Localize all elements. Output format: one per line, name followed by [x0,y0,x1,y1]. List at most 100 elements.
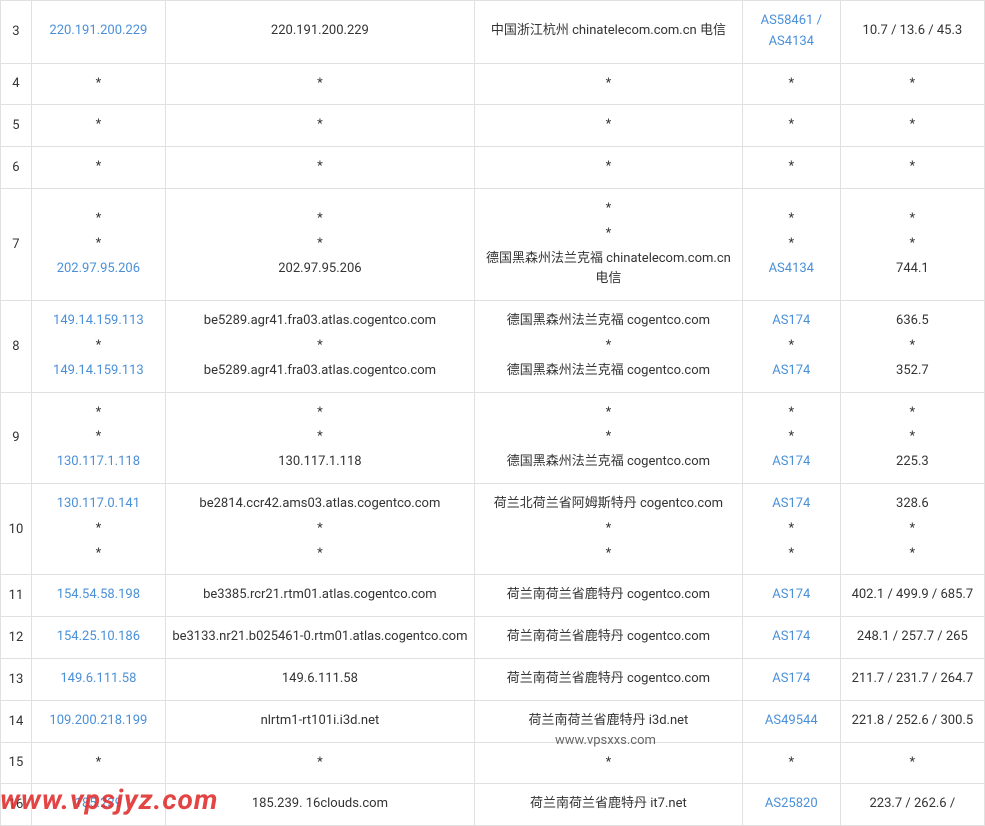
loc-text: 德国黑森州法兰克福 chinatelecom.com.cn 电信 [481,249,736,291]
as-link[interactable]: AS25820 [749,794,834,815]
cell-rtt: 10.7 / 13.6 / 45.3 [840,1,984,64]
rtt-text: 402.1 / 499.9 / 685.7 [847,585,978,606]
cell-ip: 109.200.218.199 [31,700,165,742]
rtt-text: 352.7 [847,361,978,382]
loc-text: * [481,753,736,774]
as-link[interactable]: AS174 [749,311,834,332]
loc-text: * [481,519,736,540]
as-link[interactable]: AS49544 [749,711,834,732]
cell-as: * [742,63,840,105]
rtt-text: * [847,753,978,774]
rtt-text: 636.5 [847,311,978,332]
ip-text: * [38,157,159,178]
host-text: * [172,544,468,565]
cell-rtt: * [840,742,984,784]
hop-number: 8 [1,301,32,392]
host-text: * [172,336,468,357]
ip-link[interactable]: 154.25.10.186 [38,627,159,648]
cell-host: be5289.agr41.fra03.atlas.cogentco.com*be… [165,301,474,392]
ip-link[interactable]: 185.239 [38,794,159,815]
cell-ip: * [31,105,165,147]
hop-number: 6 [1,147,32,189]
cell-loc: 荷兰南荷兰省鹿特丹 it7.net [474,784,742,826]
host-text: * [172,403,468,424]
host-text: 185.239. 16clouds.com [172,794,468,815]
ip-text: * [38,234,159,255]
rtt-text: * [847,427,978,448]
loc-text: * [481,336,736,357]
cell-as: * [742,742,840,784]
cell-rtt: **744.1 [840,188,984,300]
table-row: 13149.6.111.58149.6.111.58荷兰南荷兰省鹿特丹 coge… [1,658,985,700]
as-link[interactable]: AS174 [749,452,834,473]
table-row: 6***** [1,147,985,189]
cell-host: 149.6.111.58 [165,658,474,700]
ip-link[interactable]: 220.191.200.229 [38,21,159,42]
rtt-text: 225.3 [847,452,978,473]
table-row: 9**130.117.1.118**130.117.1.118**德国黑森州法兰… [1,392,985,483]
cell-host: * [165,63,474,105]
hop-number: 16 [1,784,32,826]
table-row: 8 149.14.159.113 * 149.14.159.113 be5289.agr… [1,301,985,392]
cell-as: AS174 [742,658,840,700]
cell-host: **202.97.95.206 [165,188,474,300]
cell-ip: 130.117.0.141 * * [31,483,165,574]
hop-number: 4 [1,63,32,105]
cell-ip: **202.97.95.206 [31,188,165,300]
cell-as: AS49544 [742,700,840,742]
host-text: * [172,234,468,255]
rtt-text: * [847,209,978,230]
ip-link[interactable]: 149.14.159.113 [38,361,159,382]
loc-text: 荷兰南荷兰省鹿特丹 cogentco.com [481,585,736,606]
host-text: 149.6.111.58 [172,669,468,690]
loc-text: 德国黑森州法兰克福 cogentco.com [481,311,736,332]
cell-ip: * [31,147,165,189]
ip-link[interactable]: 154.54.58.198 [38,585,159,606]
as-link[interactable]: AS174 [749,494,834,515]
as-text: * [749,157,834,178]
ip-link[interactable]: 149.14.159.113 [38,311,159,332]
ip-text: * [38,519,159,540]
rtt-text: 211.7 / 231.7 / 264.7 [847,669,978,690]
ip-link[interactable]: 130.117.1.118 [38,452,159,473]
cell-ip: 185.239 [31,784,165,826]
host-text: * [172,74,468,95]
ip-link[interactable]: 202.97.95.206 [38,259,159,280]
as-link[interactable]: AS4134 [749,259,834,280]
host-text: * [172,115,468,136]
cell-rtt: 211.7 / 231.7 / 264.7 [840,658,984,700]
as-link[interactable]: AS174 [749,669,834,690]
as-link[interactable]: AS174 [749,627,834,648]
loc-text: * [481,74,736,95]
hop-number: 12 [1,617,32,659]
as-link[interactable]: AS58461 / AS4134 [749,11,834,53]
hop-number: 3 [1,1,32,64]
as-text: * [749,544,834,565]
host-text: * [172,157,468,178]
cell-host: be3133.nr21.b025461-0.rtm01.atlas.cogent… [165,617,474,659]
ip-link[interactable]: 109.200.218.199 [38,711,159,732]
cell-host: 185.239. 16clouds.com [165,784,474,826]
cell-as: AS174 [742,617,840,659]
cell-host: **130.117.1.118 [165,392,474,483]
as-link[interactable]: AS174 [749,585,834,606]
loc-text: 荷兰南荷兰省鹿特丹 i3d.net [481,711,736,732]
cell-loc: * [474,105,742,147]
table-row: 4***** [1,63,985,105]
host-text: * [172,427,468,448]
loc-text: 荷兰北荷兰省阿姆斯特丹 cogentco.com [481,494,736,515]
rtt-text: 221.8 / 252.6 / 300.5 [847,711,978,732]
cell-as: AS58461 / AS4134 [742,1,840,64]
table-row: 10130.117.0.141**be2814.ccr42.ams03.atla… [1,483,985,574]
rtt-text: * [847,115,978,136]
as-text: * [749,753,834,774]
ip-text: * [38,544,159,565]
host-text: * [172,753,468,774]
ip-link[interactable]: 149.6.111.58 [38,669,159,690]
table-row: 3220.191.200.229220.191.200.229中国浙江杭州 ch… [1,1,985,64]
hop-number: 5 [1,105,32,147]
as-link[interactable]: AS174 [749,361,834,382]
cell-loc: 荷兰南荷兰省鹿特丹 cogentco.com [474,575,742,617]
ip-link[interactable]: 130.117.0.141 [38,494,159,515]
rtt-text: 328.6 [847,494,978,515]
